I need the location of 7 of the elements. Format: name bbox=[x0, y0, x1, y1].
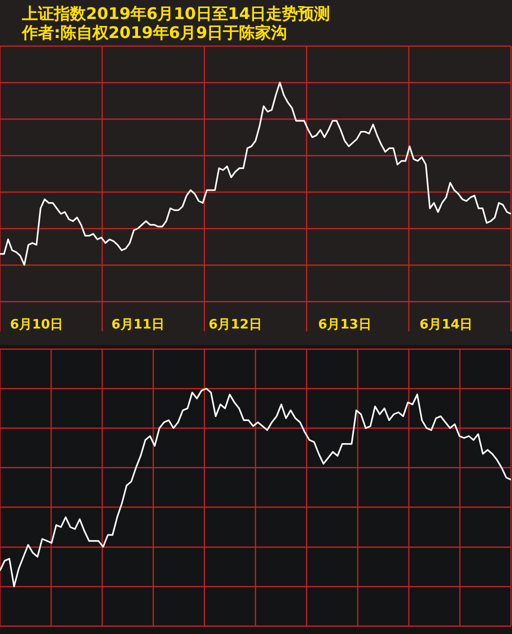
x-tick-label: 6月12日 bbox=[208, 318, 262, 333]
chart-title: 上证指数2019年6月10日至14日走势预测 bbox=[22, 4, 330, 23]
x-tick-label: 6月13日 bbox=[318, 318, 372, 333]
x-tick-label: 6月11日 bbox=[111, 318, 164, 333]
x-tick-label: 6月14日 bbox=[420, 318, 473, 333]
chart-subtitle: 作者:陈自权2019年6月9日于陈家沟 bbox=[22, 23, 288, 42]
x-tick-label: 6月10日 bbox=[10, 318, 64, 333]
